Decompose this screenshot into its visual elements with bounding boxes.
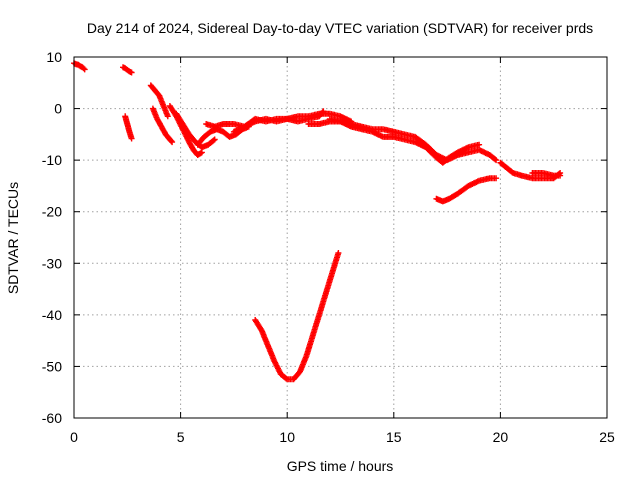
x-tick-label: 0 bbox=[70, 429, 78, 445]
x-tick-label: 20 bbox=[493, 429, 509, 445]
chart-title: Day 214 of 2024, Sidereal Day-to-day VTE… bbox=[87, 20, 593, 36]
data-point bbox=[128, 135, 135, 142]
data-point bbox=[80, 65, 87, 72]
series-arc-c bbox=[122, 113, 135, 142]
y-tick-label: -50 bbox=[42, 358, 62, 374]
y-tick-label: -30 bbox=[42, 255, 62, 271]
data-point bbox=[557, 172, 564, 179]
data-point bbox=[210, 137, 217, 144]
data-point bbox=[128, 69, 135, 76]
y-tick-label: -10 bbox=[42, 152, 62, 168]
data-point bbox=[164, 113, 171, 120]
y-axis-label: SDTVAR / TECUs bbox=[5, 182, 21, 294]
series-arc-l bbox=[326, 115, 483, 166]
axis-ticks: 0 5 10 15 20 25 10 0 -10 -20 -30 -40 -50 -60 bbox=[42, 49, 615, 445]
data-point bbox=[169, 139, 176, 146]
series-arc-o bbox=[529, 170, 564, 179]
x-axis-label: GPS time / hours bbox=[287, 458, 394, 474]
series-arc-j bbox=[230, 108, 327, 135]
data-point bbox=[493, 175, 500, 182]
x-tick-label: 10 bbox=[279, 429, 295, 445]
y-tick-label: -60 bbox=[42, 410, 62, 426]
data-points bbox=[71, 60, 564, 383]
data-point bbox=[197, 150, 204, 157]
series-arc-e bbox=[149, 105, 176, 146]
data-point bbox=[320, 108, 327, 115]
y-tick-label: 0 bbox=[54, 101, 62, 117]
data-point bbox=[168, 138, 175, 145]
series-arc-p bbox=[252, 250, 342, 383]
x-tick-label: 25 bbox=[599, 429, 615, 445]
y-tick-label: -20 bbox=[42, 204, 62, 220]
y-tick-label: 10 bbox=[46, 49, 62, 65]
data-point bbox=[319, 109, 326, 116]
grid-lines bbox=[74, 57, 607, 418]
x-tick-label: 15 bbox=[386, 429, 402, 445]
data-point bbox=[198, 149, 205, 156]
x-tick-label: 5 bbox=[177, 429, 185, 445]
data-point bbox=[492, 156, 499, 163]
data-point bbox=[476, 141, 483, 148]
data-point bbox=[335, 250, 342, 256]
series-arc-m bbox=[433, 175, 500, 205]
data-point bbox=[211, 136, 218, 143]
data-point bbox=[81, 66, 88, 73]
series-arc-d bbox=[147, 82, 171, 120]
data-point bbox=[493, 157, 500, 164]
plot-frame bbox=[73, 56, 608, 419]
series-arc-b bbox=[120, 64, 135, 76]
y-tick-label: -40 bbox=[42, 307, 62, 323]
